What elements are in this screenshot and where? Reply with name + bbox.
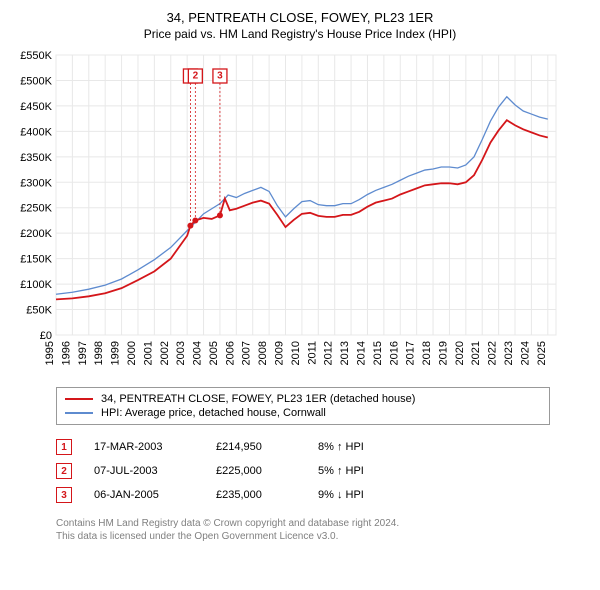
title-primary: 34, PENTREATH CLOSE, FOWEY, PL23 1ER	[10, 10, 590, 25]
svg-text:£300K: £300K	[20, 177, 52, 189]
sale-price: £235,000	[216, 489, 296, 501]
sale-hpi: 9% ↓ HPI	[318, 489, 398, 501]
svg-text:£350K: £350K	[20, 152, 52, 164]
svg-text:2008: 2008	[257, 341, 269, 365]
svg-text:2002: 2002	[159, 341, 171, 365]
svg-text:2: 2	[193, 71, 199, 82]
sale-hpi: 5% ↑ HPI	[318, 465, 398, 477]
svg-text:1996: 1996	[60, 341, 72, 365]
sales-table: 1 17-MAR-2003 £214,950 8% ↑ HPI 2 07-JUL-2003…	[56, 435, 550, 507]
svg-text:£50K: £50K	[26, 305, 52, 317]
svg-text:£250K: £250K	[20, 203, 52, 215]
svg-text:£150K: £150K	[20, 254, 52, 266]
svg-text:£0: £0	[40, 330, 52, 342]
legend-row-blue: HPI: Average price, detached house, Corn…	[65, 406, 541, 420]
title-block: 34, PENTREATH CLOSE, FOWEY, PL23 1ER Pri…	[10, 10, 590, 41]
footnote: Contains HM Land Registry data © Crown c…	[56, 517, 550, 543]
svg-text:2011: 2011	[306, 341, 318, 365]
svg-text:2022: 2022	[487, 341, 499, 365]
sale-date: 07-JUL-2003	[94, 465, 194, 477]
svg-text:2007: 2007	[241, 341, 253, 365]
svg-text:£500K: £500K	[20, 75, 52, 87]
svg-text:1999: 1999	[110, 341, 122, 365]
svg-text:2005: 2005	[208, 341, 220, 365]
legend-label-red: 34, PENTREATH CLOSE, FOWEY, PL23 1ER (de…	[101, 393, 415, 405]
sale-row: 3 06-JAN-2005 £235,000 9% ↓ HPI	[56, 483, 550, 507]
svg-text:£450K: £450K	[20, 101, 52, 113]
chart: £0 £50K £100K £150K £200K £250K £300K £350K £400…	[10, 49, 590, 379]
legend-swatch-red	[65, 398, 93, 400]
title-secondary: Price paid vs. HM Land Registry's House …	[10, 27, 590, 41]
svg-text:2010: 2010	[290, 341, 302, 365]
sale-date: 17-MAR-2003	[94, 441, 194, 453]
svg-text:£550K: £550K	[20, 50, 52, 62]
svg-text:£400K: £400K	[20, 126, 52, 138]
svg-text:2024: 2024	[519, 341, 531, 365]
svg-text:2001: 2001	[142, 341, 154, 365]
svg-text:£200K: £200K	[20, 228, 52, 240]
legend-label-blue: HPI: Average price, detached house, Corn…	[101, 407, 326, 419]
svg-text:2021: 2021	[470, 341, 482, 365]
svg-text:1997: 1997	[77, 341, 89, 365]
svg-text:£100K: £100K	[20, 279, 52, 291]
svg-text:3: 3	[217, 71, 223, 82]
svg-text:2015: 2015	[372, 341, 384, 365]
svg-text:1998: 1998	[93, 341, 105, 365]
svg-text:2000: 2000	[126, 341, 138, 365]
sale-row: 2 07-JUL-2003 £225,000 5% ↑ HPI	[56, 459, 550, 483]
svg-text:2023: 2023	[503, 341, 515, 365]
chart-svg: £0 £50K £100K £150K £200K £250K £300K £350K £400…	[10, 49, 570, 379]
svg-text:2019: 2019	[437, 341, 449, 365]
svg-text:2017: 2017	[405, 341, 417, 365]
sale-marker-icon: 2	[56, 463, 72, 479]
footnote-line2: This data is licensed under the Open Gov…	[56, 530, 550, 543]
legend-swatch-blue	[65, 412, 93, 414]
sale-row: 1 17-MAR-2003 £214,950 8% ↑ HPI	[56, 435, 550, 459]
svg-text:2013: 2013	[339, 341, 351, 365]
sale-hpi: 8% ↑ HPI	[318, 441, 398, 453]
svg-text:2004: 2004	[192, 341, 204, 365]
svg-text:2006: 2006	[224, 341, 236, 365]
sale-marker-icon: 1	[56, 439, 72, 455]
footnote-line1: Contains HM Land Registry data © Crown c…	[56, 517, 550, 530]
svg-text:2018: 2018	[421, 341, 433, 365]
sale-date: 06-JAN-2005	[94, 489, 194, 501]
sale-marker-icon: 3	[56, 487, 72, 503]
svg-text:2003: 2003	[175, 341, 187, 365]
legend: 34, PENTREATH CLOSE, FOWEY, PL23 1ER (de…	[56, 387, 550, 425]
legend-row-red: 34, PENTREATH CLOSE, FOWEY, PL23 1ER (de…	[65, 392, 541, 406]
svg-text:2009: 2009	[274, 341, 286, 365]
svg-text:2012: 2012	[323, 341, 335, 365]
sale-price: £214,950	[216, 441, 296, 453]
svg-text:2014: 2014	[355, 341, 367, 365]
svg-text:2025: 2025	[536, 341, 548, 365]
sale-price: £225,000	[216, 465, 296, 477]
svg-text:1995: 1995	[44, 341, 56, 365]
svg-text:2020: 2020	[454, 341, 466, 365]
svg-text:2016: 2016	[388, 341, 400, 365]
